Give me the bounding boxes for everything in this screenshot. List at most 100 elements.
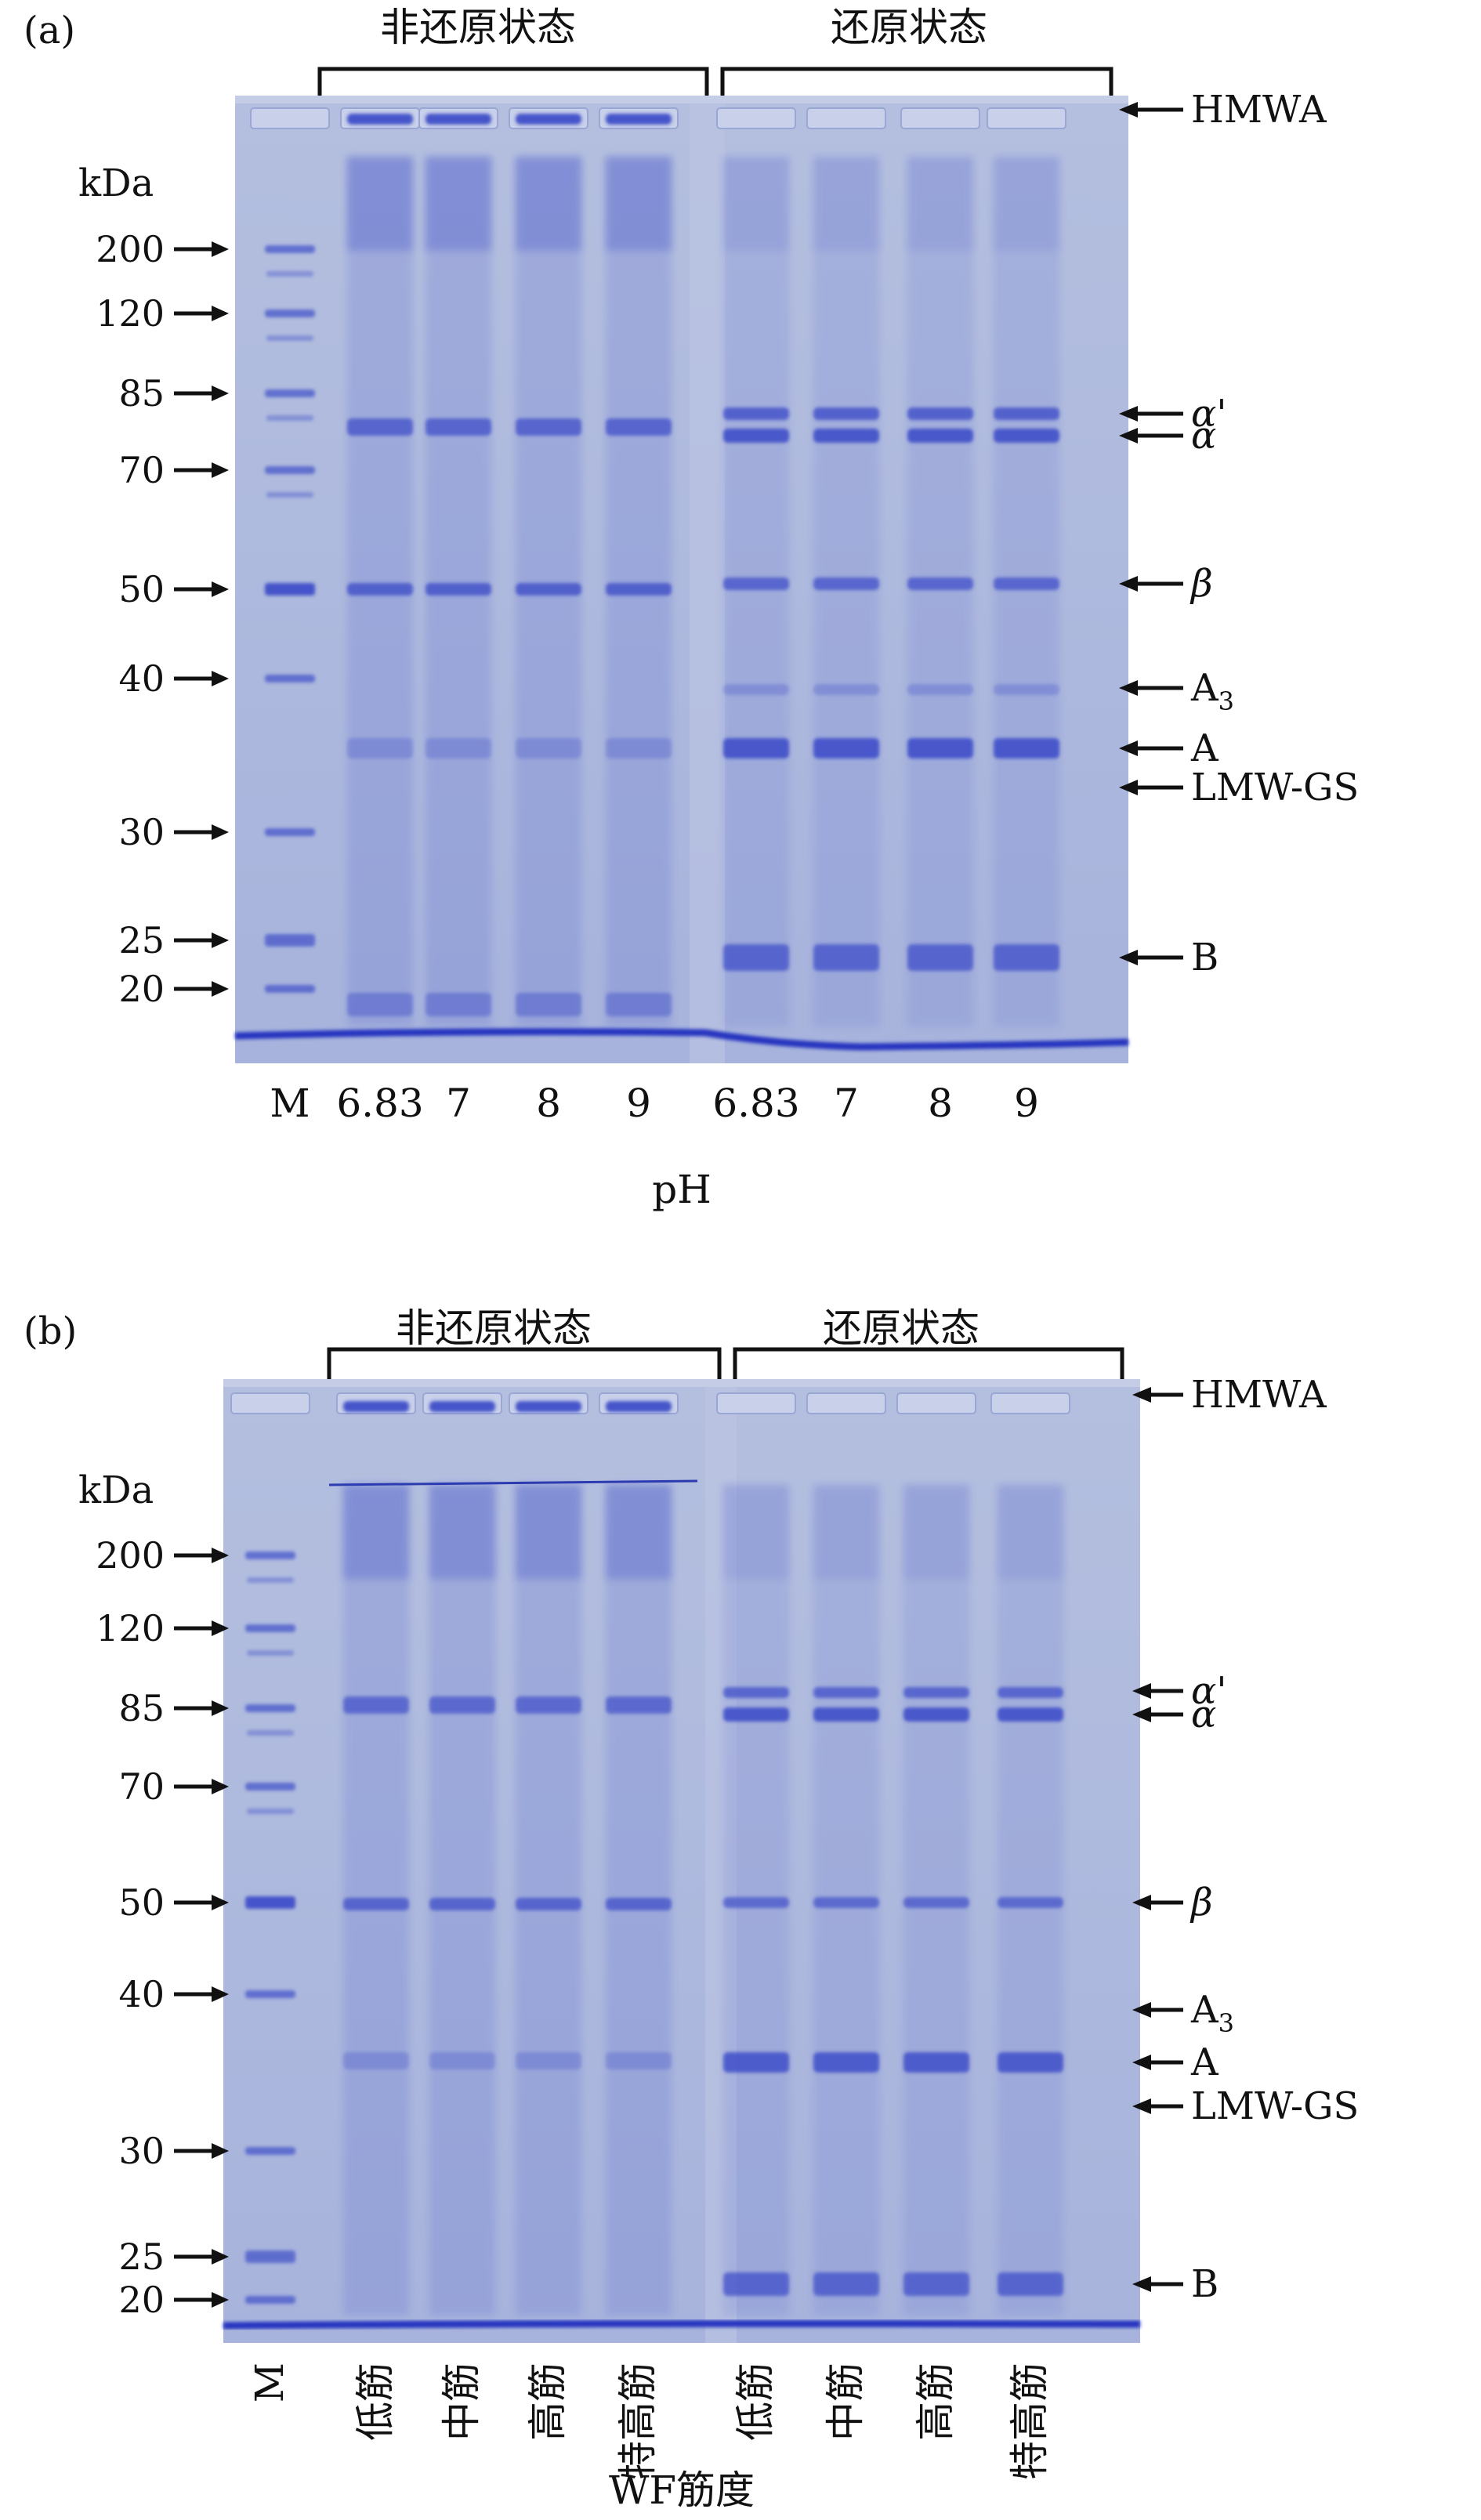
band-arrowhead-b-B (1132, 2276, 1151, 2292)
band-arrowhead-b-α (1132, 1707, 1151, 1722)
band-arrowhead-b-A (1132, 2055, 1151, 2070)
panel-b-label: (b) (24, 1309, 77, 1353)
lane-label-a-7: 8 (928, 1081, 953, 1126)
panel-b: (b) 非还原状态 还原状态 kDa 20012085705040302520 … (24, 1305, 1359, 2513)
lane-top-smear-a-2 (425, 157, 491, 251)
lane-label-b-6: 中筋 (823, 2362, 868, 2441)
band-a-lane8-1 (994, 429, 1059, 443)
band-b-lane7-4 (903, 2272, 969, 2296)
band-a-lane8-4 (994, 738, 1059, 759)
well-b-0 (230, 1392, 310, 1414)
lane-label-a-4: 9 (626, 1081, 651, 1126)
marker-band-a-20 (265, 985, 315, 993)
band-b-lane7-3 (903, 2052, 969, 2073)
band-label-b-HMWA: HMWA (1191, 1373, 1327, 1417)
panel-a-group-reduced: 还原状态 (831, 5, 987, 50)
band-a-lane1-0 (347, 114, 413, 125)
marker-label-a-30: 30 (118, 811, 165, 853)
band-b-lane3-3 (516, 2052, 581, 2069)
marker-arrowhead-b-40 (212, 1986, 229, 2002)
marker-label-a-20: 20 (118, 968, 165, 1010)
marker-label-b-85: 85 (118, 1687, 165, 1729)
marker-band-b-20 (245, 2296, 295, 2304)
well-b-5 (716, 1392, 796, 1414)
marker-arrowhead-a-50 (212, 581, 229, 597)
band-a-lane2-1 (425, 418, 491, 436)
band-a-lane5-4 (723, 738, 789, 759)
marker-label-b-120: 120 (96, 1607, 165, 1649)
lane-label-b-2: 中筋 (439, 2362, 484, 2441)
band-arrowhead-a-HMWA (1119, 102, 1138, 118)
lane-top-smear-a-6 (813, 157, 879, 251)
panel-a-axis-label: pH (652, 1167, 712, 1212)
band-label-a-LMW-GS: LMW-GS (1191, 766, 1359, 809)
band-a-lane6-1 (813, 429, 879, 443)
marker-arrowhead-b-50 (212, 1895, 229, 1910)
marker-arrowhead-a-20 (212, 981, 229, 997)
marker-band-a-30 (265, 828, 315, 836)
panel-a: (a) 非还原状态 还原状态 kDa 20012085705040302520 … (24, 5, 1359, 1212)
band-a-lane2-4 (425, 993, 491, 1016)
well-a-6 (806, 107, 886, 129)
marker-label-b-40: 40 (118, 1973, 165, 2015)
well-b-7 (896, 1392, 976, 1414)
marker-minor-band-a-3 (266, 492, 313, 498)
band-a-lane2-2 (425, 583, 491, 596)
band-b-lane2-0 (429, 1401, 495, 1412)
band-a-lane3-4 (516, 993, 581, 1016)
marker-band-b-25 (245, 2250, 295, 2263)
band-arrowhead-b-β (1132, 1895, 1151, 1910)
panel-b-group-reduced: 还原状态 (823, 1305, 979, 1351)
band-b-lane3-2 (516, 1898, 581, 1910)
band-b-lane4-0 (606, 1401, 672, 1412)
lane-label-a-2: 7 (446, 1081, 471, 1126)
band-b-lane2-2 (429, 1898, 495, 1910)
band-b-lane8-4 (998, 2272, 1063, 2296)
marker-band-a-70 (265, 466, 315, 474)
marker-label-b-25: 25 (118, 2236, 165, 2278)
lane-label-a-6: 7 (834, 1081, 859, 1126)
lane-label-a-3: 8 (536, 1081, 561, 1126)
marker-minor-band-b-3 (247, 1809, 294, 1814)
band-label-a-β: β (1190, 562, 1213, 606)
marker-arrowhead-b-85 (212, 1700, 229, 1716)
band-b-lane2-1 (429, 1696, 495, 1714)
band-b-lane5-0 (723, 1687, 789, 1698)
marker-minor-band-a-1 (266, 335, 313, 341)
lane-top-smear-b-3 (516, 1485, 581, 1579)
marker-label-b-200: 200 (96, 1534, 165, 1577)
marker-band-b-30 (245, 2147, 295, 2155)
band-a-lane3-1 (516, 418, 581, 436)
lane-top-smear-b-4 (606, 1485, 672, 1579)
marker-arrowhead-a-30 (212, 824, 229, 840)
panel-b-bracket-nonreduced (327, 1347, 722, 1379)
band-label-b-A3: A3 (1190, 1988, 1234, 2038)
band-b-lane6-1 (813, 1707, 879, 1722)
lane-label-b-4: 特高筋 (615, 2362, 661, 2480)
band-b-lane7-1 (903, 1707, 969, 1722)
marker-arrowhead-b-120 (212, 1620, 229, 1636)
lane-label-a-1: 6.83 (336, 1081, 423, 1126)
band-b-lane5-1 (723, 1707, 789, 1722)
band-a-lane4-2 (606, 583, 672, 596)
marker-band-a-120 (265, 310, 315, 317)
band-arrowhead-b-A3 (1132, 2002, 1151, 2018)
marker-label-a-50: 50 (118, 568, 165, 610)
band-b-lane5-3 (723, 2052, 789, 2073)
band-arrowhead-a-α' (1119, 406, 1138, 422)
panel-a-gel (234, 96, 1129, 1063)
well-a-7 (900, 107, 980, 129)
band-b-lane4-3 (606, 2052, 672, 2069)
band-arrowhead-a-A (1119, 740, 1138, 756)
marker-band-a-85 (265, 389, 315, 397)
lane-top-smear-a-7 (907, 157, 973, 251)
marker-label-a-120: 120 (96, 292, 165, 335)
marker-label-b-50: 50 (118, 1881, 165, 1924)
lane-top-smear-b-7 (903, 1485, 969, 1579)
band-a-lane4-0 (606, 114, 672, 125)
marker-arrowhead-a-200 (212, 241, 229, 257)
band-a-lane5-0 (723, 407, 789, 420)
panel-b-gel (223, 1379, 1141, 2343)
marker-minor-band-a-0 (266, 271, 313, 277)
marker-band-a-200 (265, 245, 315, 253)
